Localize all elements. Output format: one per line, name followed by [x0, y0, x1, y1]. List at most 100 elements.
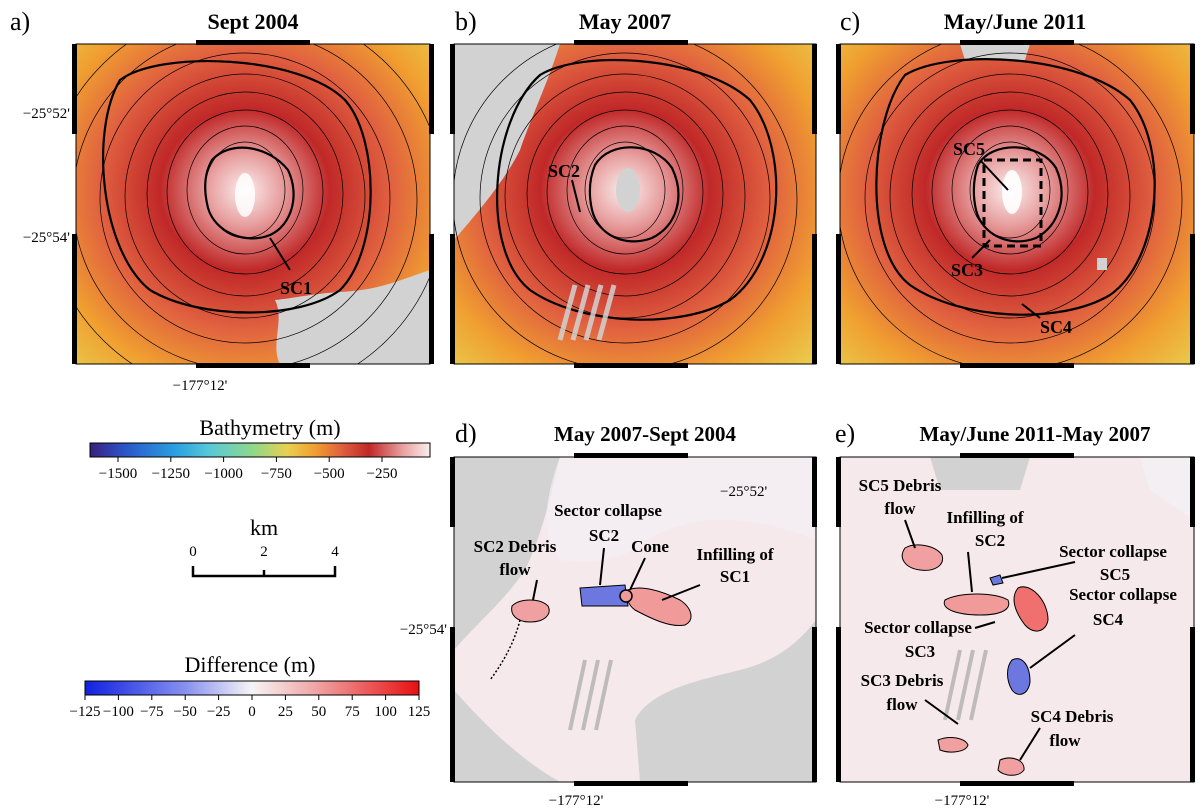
panel-e: e) May/June 2011-May 2007 SC5 Debri [835, 419, 1195, 809]
panel-a: a) Sept 2004 [10, 7, 434, 394]
infilling-label-2: SC2 [975, 531, 1005, 550]
bathymetry-ticks: −1500 −1250 −1000 −750 −500 −250 [99, 457, 398, 482]
bathymetry-tick-label: −1250 [152, 466, 190, 482]
panel-e-map [840, 457, 1194, 782]
frame-tick [812, 44, 817, 134]
sector-collapse-sc4-label-1: Sector collapse [1069, 585, 1177, 604]
nodata-area [930, 457, 1030, 490]
sc3-debris-leader [924, 699, 959, 725]
lat-label-52-d: −25°52' [720, 484, 767, 500]
panel-a-title: Sept 2004 [207, 9, 298, 34]
nodata-area [454, 690, 560, 782]
frame-tick [960, 453, 1074, 458]
panel-c-title: May/June 2011 [944, 9, 1086, 34]
lon-label-d: −177°12' [549, 793, 604, 809]
bathymetry-tick-label: −1500 [99, 466, 137, 482]
scale-unit: km [250, 515, 278, 540]
bold-contours [875, 58, 1156, 316]
nodata-area [454, 457, 560, 650]
sc3-label: SC3 [951, 260, 983, 280]
sc5-debris-leader [904, 519, 916, 549]
frame-tick [450, 627, 455, 782]
frame-tick [574, 363, 688, 368]
sc4-debris-blob [997, 757, 1025, 776]
lat-label-54: −25°54' [23, 230, 70, 246]
sector-collapse-label: Sector collapse [554, 501, 662, 520]
panel-d-title: May 2007-Sept 2004 [554, 422, 736, 446]
sc3-debris-label-2: flow [886, 695, 918, 714]
difference-tick-label: 0 [248, 704, 256, 720]
sc5-collapse-blob [989, 574, 1004, 586]
sc2-label: SC2 [589, 526, 619, 545]
difference-tick-label: 25 [278, 704, 293, 720]
sc5-debris-label-2: flow [884, 499, 916, 518]
frame-tick [1190, 234, 1195, 364]
frame-tick [812, 457, 817, 527]
summit-nodata [616, 168, 640, 212]
sc4-leader [1021, 303, 1041, 319]
frame-tick [836, 457, 841, 527]
summit [235, 173, 255, 217]
frame-tick [836, 627, 841, 782]
bathymetry-tick-label: −1000 [204, 466, 242, 482]
bold-contours [102, 60, 372, 314]
panel-e-letter: e) [835, 419, 855, 448]
infilling-label-1: Infilling of [947, 508, 1024, 527]
frame-tick [450, 457, 455, 527]
frame-tick [960, 363, 1074, 368]
sc5-area-blob [1013, 586, 1049, 632]
zoom-box [982, 158, 1043, 248]
difference-tick-label: 50 [311, 704, 326, 720]
difference-tick-label: −125 [70, 704, 101, 720]
difference-legend: Difference (m) −125 −100 −75 −50 −25 0 25 50 75 1… [70, 652, 431, 720]
sc4-collapse-blob [1007, 658, 1031, 695]
sc4-label: SC4 [1040, 317, 1072, 337]
panel-d: d) May 2007-Sept 2004 Sector collap [400, 419, 817, 809]
difference-tick-label: 75 [345, 704, 360, 720]
sector-collapse-sc5-label-2: SC5 [1100, 565, 1130, 584]
sc1-infill-blob [626, 587, 692, 627]
bathymetry-tick-label: −750 [261, 466, 292, 482]
frame-tick [960, 781, 1074, 786]
frame-tick [1190, 457, 1195, 527]
artifact-stripes [943, 649, 988, 721]
panel-b: b) May 2007 [450, 7, 817, 368]
nodata-spot [1097, 258, 1107, 270]
infilling-leader [967, 551, 973, 593]
sc4-debris-label-1: SC4 Debris [1031, 707, 1114, 726]
difference-tick-label: −50 [173, 704, 196, 720]
sc2-infill-blob [943, 593, 1010, 616]
sc2-debris-label-1: SC2 Debris [474, 537, 557, 556]
bold-contours [496, 58, 778, 321]
sc1-label: SC1 [280, 278, 312, 298]
cone-leader [629, 557, 646, 591]
frame-tick [812, 627, 817, 782]
artifact-stripes [557, 284, 617, 341]
infilling-label-1: Infilling of [697, 545, 774, 564]
difference-legend-title: Difference (m) [185, 652, 316, 677]
difference-tick-label: −75 [140, 704, 163, 720]
difference-tick-label: −100 [103, 704, 134, 720]
scale-tick-0: 0 [189, 544, 197, 560]
difference-ticks: −125 −100 −75 −50 −25 0 25 50 75 100 125 [70, 695, 430, 720]
lat-label-52: −25°52' [23, 106, 70, 122]
contour-lines [76, 44, 430, 364]
nodata-area [275, 270, 430, 364]
frame-tick [812, 234, 817, 364]
sc3-debris-label-1: SC3 Debris [861, 671, 944, 690]
frame-tick [450, 234, 455, 364]
panel-b-map [454, 44, 816, 364]
frame-tick [429, 44, 434, 134]
cone-blob [619, 589, 633, 603]
panel-b-letter: b) [455, 7, 477, 36]
lat-label-54-d: −25°54' [400, 622, 447, 638]
frame-tick [836, 44, 841, 134]
scale-bar: km 0 2 4 [189, 515, 339, 578]
bathymetry-legend: Bathymetry (m) −1500 −1250 −1000 −750 −500 −2… [89, 415, 431, 482]
difference-tick-label: −25 [207, 704, 230, 720]
lon-label-a: −177°12' [173, 378, 228, 394]
bathymetry-legend-title: Bathymetry (m) [199, 415, 340, 440]
bathymetry-tick-label: −250 [367, 466, 398, 482]
infilling-label-2: SC1 [720, 567, 750, 586]
sector-collapse-sc4-label-2: SC4 [1093, 610, 1124, 629]
